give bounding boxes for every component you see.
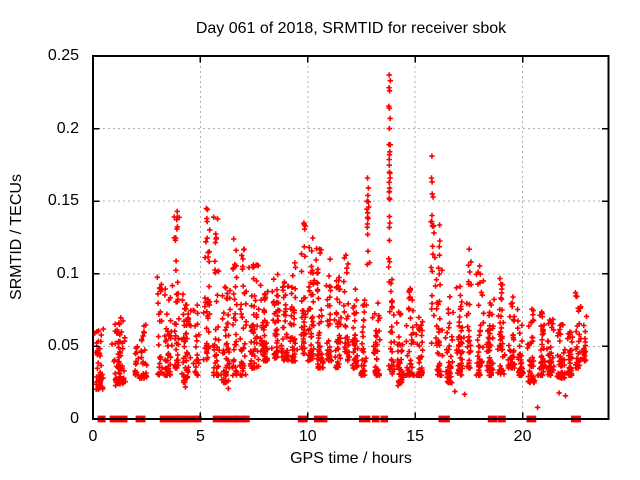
plot-frame xyxy=(92,55,610,420)
x-tick-label: 10 xyxy=(298,428,317,445)
y-tick-label: 0.05 xyxy=(47,337,79,355)
x-axis-label: GPS time / hours xyxy=(290,450,412,467)
y-tick-label: 0.1 xyxy=(56,264,79,282)
scatter-points xyxy=(92,72,590,411)
x-tick-label: 0 xyxy=(88,428,98,445)
y-tick-label: 0.15 xyxy=(47,192,79,210)
x-tick-label: 15 xyxy=(406,428,425,445)
x-tick-label: 20 xyxy=(513,428,532,445)
x-tick-label: 5 xyxy=(195,428,205,445)
y-tick-label: 0.25 xyxy=(47,47,79,64)
chart-title: Day 061 of 2018, SRMTID for receiver sbo… xyxy=(195,20,507,37)
y-tick-label: 0.2 xyxy=(56,119,79,137)
y-tick-label: 0 xyxy=(70,410,79,427)
